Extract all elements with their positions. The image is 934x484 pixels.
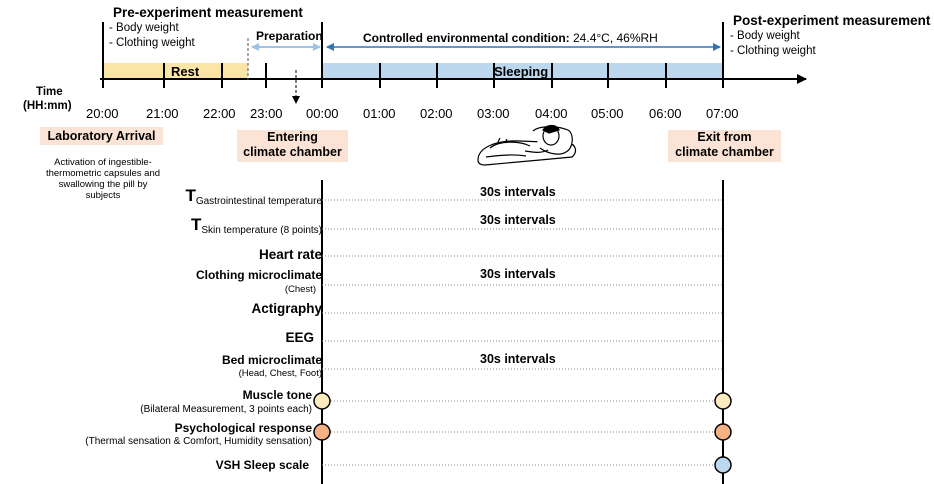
rest-label: Rest bbox=[171, 64, 200, 79]
entering-chamber-box: Entering climate chamber bbox=[237, 130, 348, 162]
controlled-condition-value: 24.4°C, 46%RH bbox=[569, 31, 658, 45]
time-label: 22:00 bbox=[203, 106, 236, 121]
clothing-microclimate-note: (Chest) bbox=[284, 284, 316, 295]
activation-note: Activation of ingestible- thermometric c… bbox=[42, 157, 164, 201]
time-label: 06:00 bbox=[649, 106, 682, 121]
vsh-sleep-scale-label: VSH Sleep scale bbox=[215, 458, 309, 472]
exit-chamber-box: Exit from climate chamber bbox=[668, 130, 781, 162]
axis-label-time: Time bbox=[36, 86, 63, 98]
activation-note-line: Activation of ingestible- bbox=[54, 157, 152, 168]
hour-ticks bbox=[163, 63, 667, 88]
skin-temp-label: TSkin temperature (8 points) bbox=[190, 215, 322, 236]
measurement-row-lines bbox=[322, 199, 723, 466]
pre-experiment-title: Pre-experiment measurement bbox=[113, 5, 303, 20]
preparation-label: Preparation bbox=[256, 29, 323, 43]
activation-note-line: thermometric capsules and bbox=[45, 168, 161, 179]
exit-chamber-line: Exit from bbox=[697, 130, 752, 144]
clothing-microclimate-label: Clothing microclimate bbox=[195, 268, 322, 282]
interval-label: 30s intervals bbox=[480, 352, 556, 366]
psych-response-note: (Thermal sensation & Comfort, Humidity s… bbox=[85, 436, 312, 447]
time-label: 23:00 bbox=[250, 106, 283, 121]
muscle-tone-note: (Bilateral Measurement, 3 points each) bbox=[140, 404, 312, 415]
psych-post-circle bbox=[714, 423, 732, 441]
time-label: 03:00 bbox=[477, 106, 510, 121]
time-label: 04:00 bbox=[535, 106, 568, 121]
laboratory-arrival-label: Laboratory Arrival bbox=[47, 129, 156, 143]
time-label: 01:00 bbox=[363, 106, 396, 121]
sleeping-label: Sleeping bbox=[494, 64, 549, 79]
time-label: 20:00 bbox=[86, 106, 119, 121]
laboratory-arrival-box: Laboratory Arrival bbox=[40, 127, 163, 145]
eeg-label: EEG bbox=[285, 330, 314, 345]
time-label: 05:00 bbox=[591, 106, 624, 121]
exit-chamber-line: climate chamber bbox=[675, 145, 774, 159]
psych-pre-circle bbox=[313, 423, 331, 441]
interval-label: 30s intervals bbox=[480, 213, 556, 227]
controlled-condition-title: Controlled environmental condition: bbox=[363, 31, 570, 45]
post-item-clothing-weight: - Clothing weight bbox=[730, 45, 816, 57]
pre-item-body-weight: - Body weight bbox=[109, 22, 179, 34]
pre-item-clothing-weight: - Clothing weight bbox=[109, 37, 195, 49]
sleeping-period-bar bbox=[323, 63, 723, 79]
gastro-temp-subscript: Gastrointestinal temperature bbox=[195, 196, 322, 207]
interval-label: 30s intervals bbox=[480, 185, 556, 199]
skin-temp-subscript: Skin temperature bbox=[201, 225, 278, 236]
actigraphy-label: Actigraphy bbox=[251, 301, 322, 316]
post-item-body-weight: - Body weight bbox=[730, 30, 800, 42]
post-experiment-title: Post-experiment measurement bbox=[733, 13, 931, 28]
sleeping-person-icon bbox=[477, 124, 577, 166]
skin-temp-symbol: T bbox=[190, 215, 202, 234]
time-label: 02:00 bbox=[420, 106, 453, 121]
heart-rate-label: Heart rate bbox=[258, 247, 322, 262]
muscle-tone-label: Muscle tone bbox=[242, 388, 312, 402]
time-label: 21:00 bbox=[146, 106, 179, 121]
time-label: 07:00 bbox=[706, 106, 739, 121]
bed-microclimate-label: Bed microclimate bbox=[221, 353, 322, 367]
time-label: 00:00 bbox=[306, 106, 339, 121]
rest-period-bar bbox=[104, 63, 248, 79]
gastro-temp-label: TGastrointestinal temperature bbox=[185, 186, 322, 207]
muscle-tone-post-circle bbox=[714, 392, 732, 410]
psych-response-label: Psychological response bbox=[174, 421, 312, 435]
entering-chamber-line: climate chamber bbox=[243, 145, 342, 159]
skin-temp-note: (8 points) bbox=[277, 225, 322, 236]
activation-note-line: swallowing the pill by subjects bbox=[58, 179, 148, 201]
axis-label-unit: (HH:mm) bbox=[23, 100, 72, 112]
muscle-tone-pre-circle bbox=[313, 392, 331, 410]
vsh-post-circle bbox=[714, 456, 732, 474]
controlled-condition-label: Controlled environmental condition: 24.4… bbox=[363, 32, 658, 44]
entering-chamber-line: Entering bbox=[267, 130, 318, 144]
bed-microclimate-note: (Head, Chest, Foot) bbox=[238, 368, 322, 379]
gastro-temp-symbol: T bbox=[185, 186, 196, 205]
interval-label: 30s intervals bbox=[480, 267, 556, 281]
